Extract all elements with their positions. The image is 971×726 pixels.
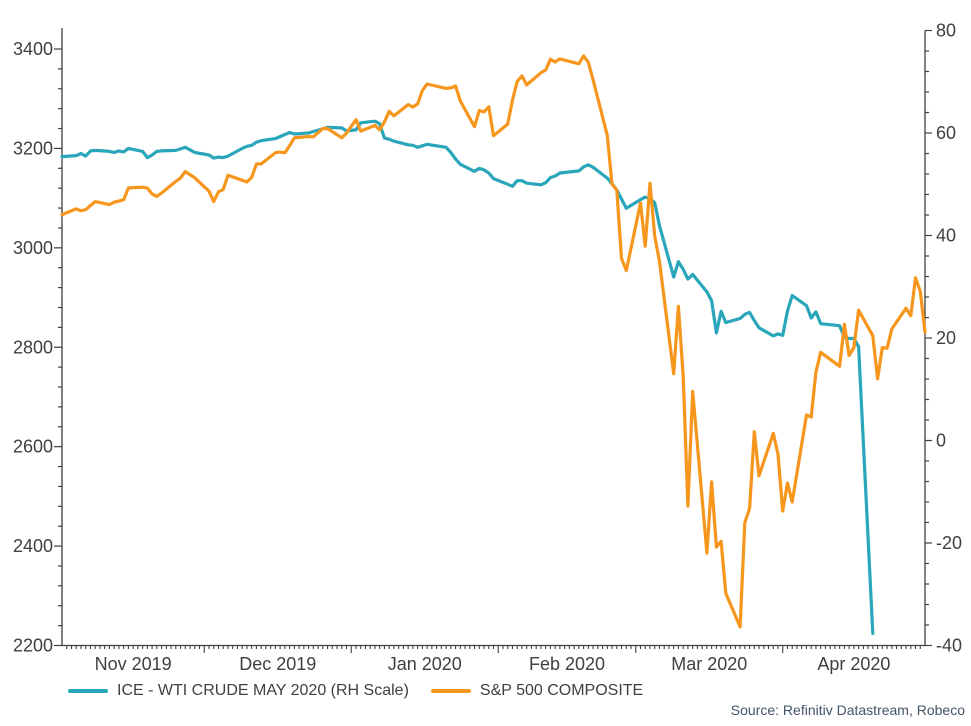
svg-text:20: 20: [936, 328, 956, 348]
legend-label-sp500: S&P 500 COMPOSITE: [479, 682, 644, 699]
svg-text:Apr 2020: Apr 2020: [817, 654, 890, 674]
svg-text:-40: -40: [936, 636, 962, 656]
svg-text:3400: 3400: [13, 39, 53, 59]
sp500-line-swatch: [430, 689, 471, 693]
svg-text:Jan 2020: Jan 2020: [388, 654, 462, 674]
svg-text:Nov 2019: Nov 2019: [95, 654, 172, 674]
svg-text:80: 80: [936, 21, 956, 41]
svg-text:2800: 2800: [13, 337, 53, 357]
svg-text:2200: 2200: [13, 636, 53, 656]
svg-text:2400: 2400: [13, 536, 53, 556]
svg-text:-20: -20: [936, 533, 962, 553]
svg-text:Dec 2019: Dec 2019: [239, 654, 316, 674]
legend-item-sp500: S&P 500 COMPOSITE: [430, 682, 644, 700]
legend: ICE - WTI CRUDE MAY 2020 (RH Scale) S&P …: [68, 682, 643, 700]
svg-text:2600: 2600: [13, 437, 53, 457]
svg-text:40: 40: [936, 226, 956, 246]
wti-line-swatch: [68, 689, 108, 693]
chart-plot-area: 3400 3200 3000 2800 2600 2400 2200 80 60 40 20 0 -20…: [13, 21, 962, 675]
svg-text:Mar 2020: Mar 2020: [671, 654, 747, 674]
legend-label-wti: ICE - WTI CRUDE MAY 2020 (RH Scale): [117, 682, 409, 699]
svg-text:0: 0: [936, 431, 946, 451]
legend-item-wti: ICE - WTI CRUDE MAY 2020 (RH Scale): [68, 682, 409, 700]
source-credit: Source: Refinitiv Datastream, Robeco: [730, 702, 965, 718]
svg-text:3000: 3000: [13, 238, 53, 258]
svg-text:Feb 2020: Feb 2020: [529, 654, 605, 674]
svg-text:3200: 3200: [13, 138, 53, 158]
svg-text:60: 60: [936, 123, 956, 143]
